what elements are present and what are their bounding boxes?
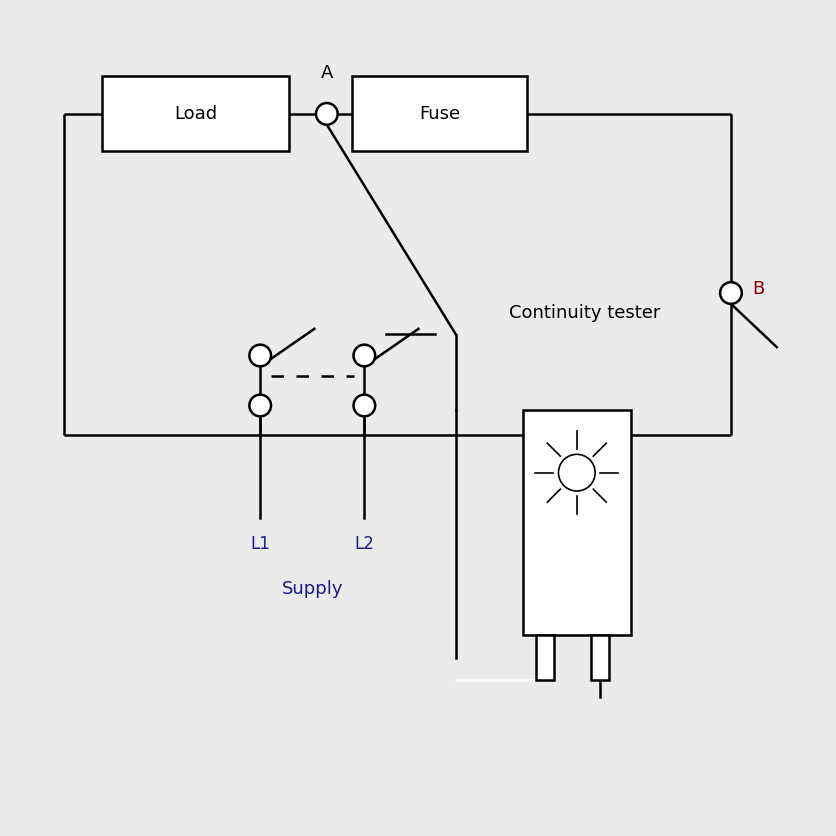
Circle shape [353, 344, 375, 366]
Text: L2: L2 [354, 535, 374, 553]
Bar [590, 635, 609, 681]
Circle shape [353, 395, 375, 416]
Text: L1: L1 [250, 535, 270, 553]
Bar [522, 410, 630, 635]
Text: B: B [751, 280, 763, 298]
Circle shape [558, 454, 594, 491]
Circle shape [249, 344, 271, 366]
Circle shape [316, 103, 337, 125]
Circle shape [719, 283, 741, 303]
Circle shape [249, 395, 271, 416]
Text: Continuity tester: Continuity tester [509, 304, 660, 322]
Bar [102, 76, 289, 151]
Text: Load: Load [174, 104, 217, 123]
Bar [351, 76, 526, 151]
Bar [535, 635, 553, 681]
Text: Supply: Supply [281, 580, 343, 599]
Text: Fuse: Fuse [418, 104, 459, 123]
Text: A: A [320, 64, 333, 82]
